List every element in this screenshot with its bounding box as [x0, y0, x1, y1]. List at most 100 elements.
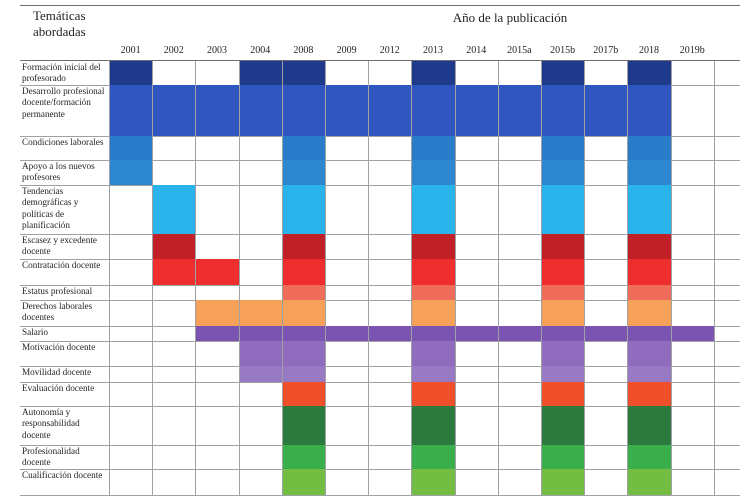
year-header: 2015a: [507, 45, 532, 56]
topic-year-cell: [541, 406, 585, 445]
column-divider: [325, 61, 326, 495]
column-divider: [670, 61, 672, 495]
topic-year-cell: [411, 406, 455, 445]
column-divider: [541, 61, 542, 495]
topic-year-cell: [411, 341, 455, 366]
topic-year-cell: [281, 160, 325, 185]
topic-year-cell: [411, 469, 455, 495]
column-divider: [497, 61, 499, 495]
column-divider: [238, 61, 240, 495]
column-divider: [109, 61, 110, 495]
topic-year-cell: [238, 366, 325, 382]
topic-year-cell: [152, 185, 196, 234]
topic-year-cell: [627, 406, 671, 445]
year-header: 2002: [163, 45, 184, 56]
topic-label: Derechos laborales docentes: [22, 301, 93, 323]
column-divider: [411, 61, 413, 495]
row-divider: [20, 341, 740, 342]
topic-year-cell: [411, 382, 455, 406]
year-header: 2018: [638, 45, 659, 56]
topic-label: Evaluación docente: [22, 383, 95, 393]
column-divider: [195, 61, 197, 495]
row-divider: [20, 469, 740, 470]
topic-label: Estatus profesional: [22, 286, 93, 296]
year-header: 2004: [250, 45, 271, 56]
topic-year-cell: [541, 285, 585, 300]
topic-year-cell: [627, 160, 671, 185]
topic-label: Apoyo a los nuevos profesores: [22, 161, 95, 183]
row-divider: [20, 185, 740, 186]
year-header: 2003: [206, 45, 227, 56]
topic-year-cell: [411, 136, 455, 160]
row-divider: [20, 300, 740, 301]
topic-year-cell: [541, 136, 585, 160]
row-divider: [20, 382, 740, 383]
year-header: 2019b: [679, 45, 705, 56]
topic-year-cell: [627, 469, 671, 495]
topic-year-cell: [281, 285, 325, 300]
topic-year-cell: [411, 234, 455, 259]
topic-year-cell: [627, 285, 671, 300]
topic-year-cell: [411, 185, 455, 234]
topic-label: Motivación docente: [22, 342, 96, 352]
topic-year-cell: [411, 366, 455, 382]
topic-year-cell: [281, 406, 325, 445]
topic-label: Movilidad docente: [22, 367, 92, 377]
topic-year-cell: [541, 160, 585, 185]
topic-year-cell: [411, 285, 455, 300]
topic-label: Profesionalidad docente: [22, 446, 80, 468]
year-header: 2013: [422, 45, 443, 56]
year-header: 2012: [379, 45, 400, 56]
topic-year-cell: [541, 366, 585, 382]
topic-year-cell: [627, 61, 671, 85]
row-divider: [20, 285, 740, 286]
year-header: 2001: [120, 45, 141, 56]
topic-year-cell: [238, 341, 325, 366]
year-header: 2017b: [593, 45, 619, 56]
row-divider: [20, 366, 740, 367]
row-divider: [20, 234, 740, 235]
topic-label: Desarrollo profesional docente/formación…: [22, 86, 105, 119]
topic-year-cell: [109, 160, 153, 185]
topic-year-cell: [281, 469, 325, 495]
topic-year-cell: [109, 136, 153, 160]
topic-year-cell: [627, 259, 671, 285]
column-divider: [152, 61, 154, 495]
row-divider: [20, 259, 740, 260]
topic-year-cell: [109, 85, 671, 136]
topic-year-cell: [195, 326, 714, 341]
topic-year-cell: [541, 259, 585, 285]
topic-label: Salario: [22, 327, 49, 337]
topic-year-cell: [281, 382, 325, 406]
row-divider: [20, 406, 740, 407]
topic-label: Escasez y excedente docente: [22, 235, 97, 257]
column-divider: [454, 61, 456, 495]
topic-year-cell: [109, 61, 153, 85]
topic-year-cell: [541, 445, 585, 469]
topic-year-cell: [627, 185, 671, 234]
topic-year-cell: [541, 185, 585, 234]
topic-label: Autonomía y responsabilidad docente: [22, 407, 80, 440]
year-header: 2015b: [550, 45, 576, 56]
row-divider: [20, 445, 740, 446]
row-divider: [20, 495, 740, 496]
year-header: 2014: [466, 45, 487, 56]
topic-year-cell: [238, 61, 325, 85]
topic-year-cell: [152, 234, 196, 259]
topic-label: Cualificación docente: [22, 470, 103, 480]
column-divider: [281, 61, 283, 495]
topic-label: Tendencias demográficas y políticas de p…: [22, 186, 79, 230]
topic-year-cell: [627, 366, 671, 382]
topic-year-cell: [281, 445, 325, 469]
row-divider: [20, 160, 740, 161]
topic-year-cell: [411, 160, 455, 185]
column-divider: [368, 61, 370, 495]
topic-year-cell: [152, 259, 239, 285]
years-column-title: Año de la publicación: [452, 10, 568, 25]
topic-label: Formación inicial del profesorado: [22, 62, 101, 84]
topic-year-cell: [541, 469, 585, 495]
topic-year-cell: [411, 300, 455, 326]
topic-label: Condiciones laborales: [22, 137, 104, 147]
topics-column-title: Temáticas abordadas: [33, 8, 86, 39]
